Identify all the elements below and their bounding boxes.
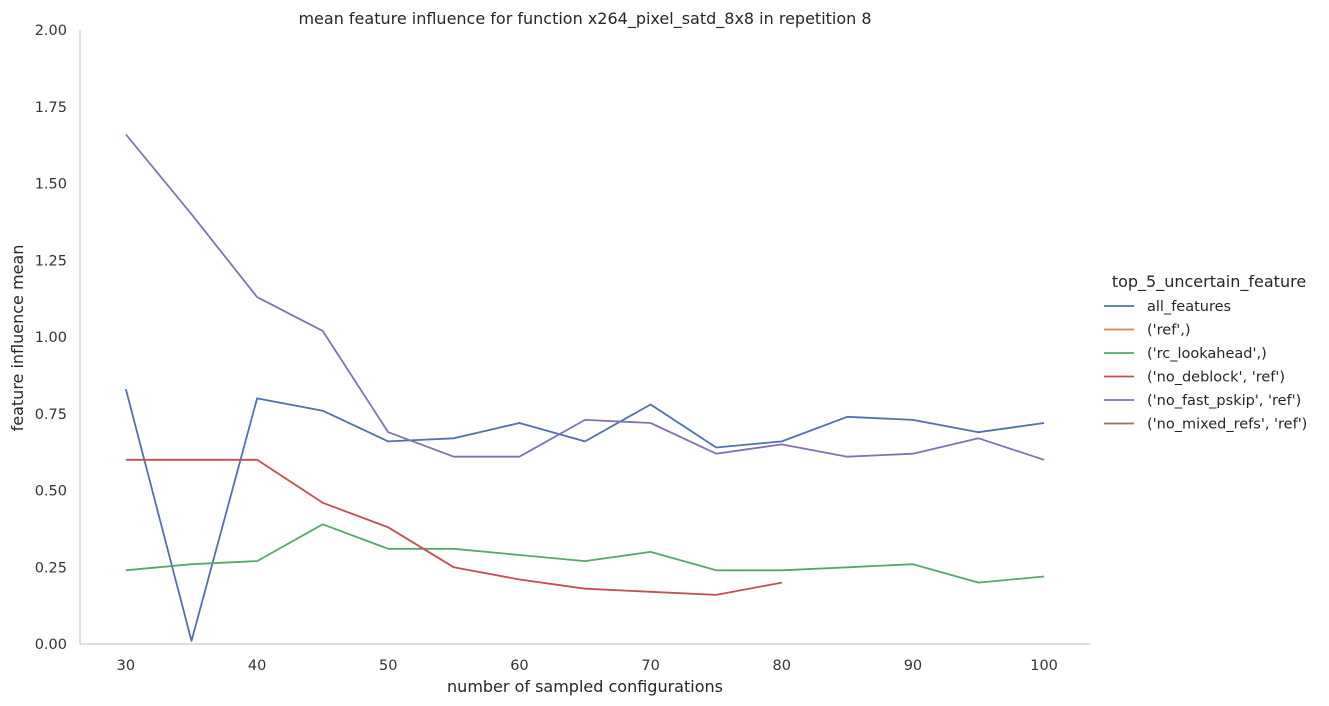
y-tick-labels: 0.00 0.25 0.50 0.75 1.00 1.25 1.50 1.75 2.00: [35, 23, 67, 653]
y-tick-label: 0.75: [35, 407, 67, 423]
x-tick-label: 30: [117, 658, 135, 674]
legend-entries: all_features ('ref',) ('rc_lookahead',) ('n…: [1104, 299, 1307, 433]
plot-area: 30 40 50 60 70 80 90 100 0.00 0.25 0.50 0.75 1.00 1.…: [35, 23, 1090, 674]
x-tick-label: 90: [904, 658, 922, 674]
y-tick-label: 1.75: [35, 100, 67, 116]
series-line-3: [125, 458, 782, 596]
legend-label: ('no_fast_pskip', 'ref'): [1147, 393, 1301, 409]
legend-title: top_5_uncertain_feature: [1112, 272, 1306, 292]
x-tick-label: 70: [641, 658, 659, 674]
y-tick-label: 0.50: [35, 484, 67, 500]
legend-label: ('no_mixed_refs', 'ref'): [1147, 417, 1307, 433]
x-tick-label: 50: [379, 658, 397, 674]
legend: top_5_uncertain_feature all_features ('re…: [1104, 272, 1307, 433]
x-tick-labels: 30 40 50 60 70 80 90 100: [117, 658, 1058, 674]
y-tick-label: 2.00: [35, 23, 67, 39]
y-axis-label: feature influence mean: [8, 245, 27, 432]
legend-label: ('ref',): [1147, 323, 1191, 339]
legend-label: all_features: [1147, 299, 1231, 315]
x-axis-label: number of sampled configurations: [447, 677, 723, 696]
series-line-4: [125, 133, 1045, 461]
x-tick-label: 100: [1030, 658, 1058, 674]
series-line-2: [125, 523, 1045, 584]
series-lines: [125, 133, 1045, 642]
x-tick-label: 60: [510, 658, 528, 674]
x-tick-label: 80: [773, 658, 791, 674]
y-tick-label: 1.25: [35, 253, 67, 269]
y-tick-label: 0.00: [35, 637, 67, 653]
legend-label: ('no_deblock', 'ref'): [1147, 370, 1285, 386]
series-line-0: [125, 388, 1045, 642]
y-tick-label: 1.00: [35, 330, 67, 346]
y-tick-label: 0.25: [35, 560, 67, 576]
x-tick-label: 40: [248, 658, 266, 674]
y-tick-label: 1.50: [35, 177, 67, 193]
chart-title: mean feature influence for function x264…: [298, 9, 871, 29]
legend-label: ('rc_lookahead',): [1147, 346, 1267, 362]
